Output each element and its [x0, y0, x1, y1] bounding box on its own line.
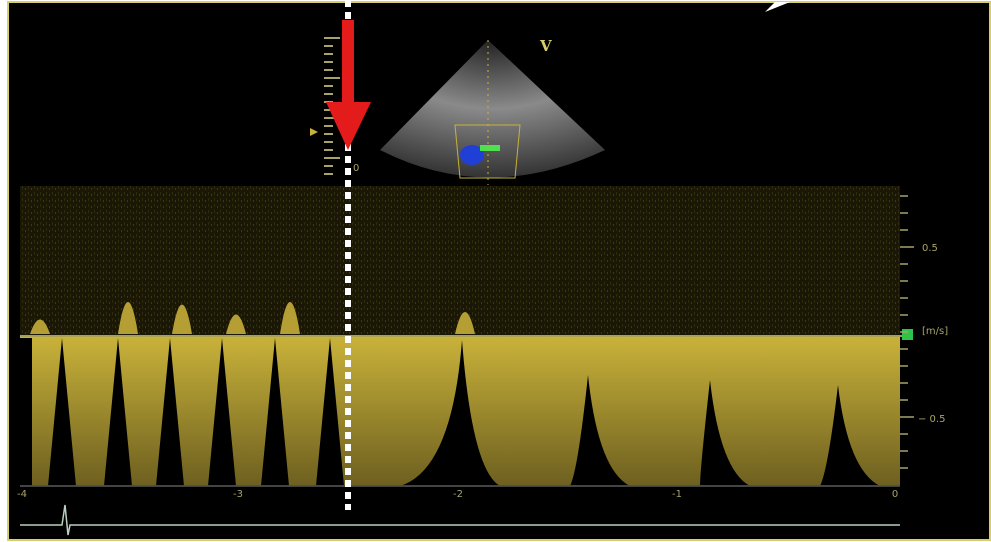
- time-label: -4: [17, 489, 27, 500]
- depth-zero: 0: [353, 163, 359, 174]
- time-label: -3: [233, 489, 243, 500]
- velocity-unit: [m/s]: [922, 326, 948, 337]
- baseline-marker: [902, 329, 913, 340]
- time-label: -1: [672, 489, 682, 500]
- color-flow: [480, 145, 500, 151]
- mode-label: V: [539, 37, 552, 55]
- spectrum-gap: [20, 338, 32, 486]
- velocity-label: − 0.5: [918, 414, 945, 425]
- ultrasound-screenshot: V 0 0.5 [m/s] − 0.5 -4 -3 -2 -1 0: [0, 0, 991, 542]
- velocity-label: 0.5: [922, 243, 938, 254]
- arrow-shaft: [342, 20, 354, 105]
- page: V 0 0.5 [m/s] − 0.5 -4 -3 -2 -1 0 (() =>…: [0, 0, 991, 542]
- time-label: 0: [892, 489, 898, 500]
- time-label: -2: [453, 489, 463, 500]
